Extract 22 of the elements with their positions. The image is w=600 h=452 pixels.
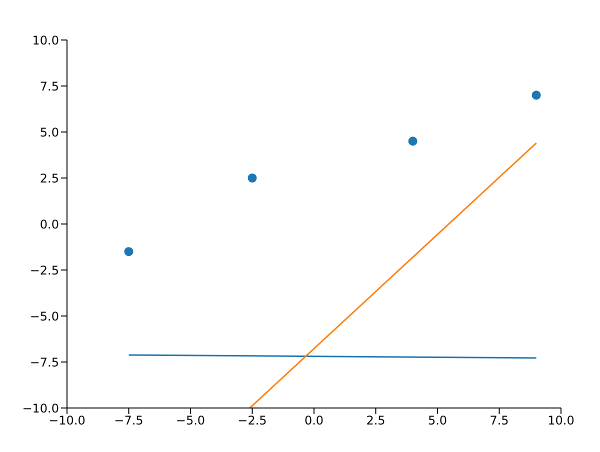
y-tick-label: −5.0 (30, 309, 59, 324)
x-tick-label: −2.5 (238, 414, 267, 428)
x-tick-label: 5.0 (428, 414, 448, 428)
x-tick-label: 7.5 (490, 414, 509, 428)
point (248, 173, 257, 183)
x-tick-label: −10.0 (48, 414, 86, 428)
point (408, 136, 418, 146)
x-tick-label: 10.0 (548, 414, 574, 428)
point (532, 90, 541, 100)
y-tick-label: 10.0 (32, 33, 59, 48)
y-tick-label: −7.5 (30, 355, 59, 370)
x-tick-label: −7.5 (114, 414, 144, 428)
y-tick-label: 5.0 (40, 125, 59, 140)
x-tick-label: 0.0 (304, 414, 324, 428)
y-tick-label: −2.5 (30, 263, 59, 278)
x-tick-label: −5.0 (176, 414, 206, 428)
y-tick-label: −10.0 (22, 401, 59, 416)
y-tick-label: 2.5 (40, 171, 59, 186)
y-tick-label: 7.5 (40, 79, 59, 94)
x-tick-label: 2.5 (366, 414, 386, 428)
y-tick-label: 0.0 (40, 217, 59, 232)
point (124, 247, 134, 256)
